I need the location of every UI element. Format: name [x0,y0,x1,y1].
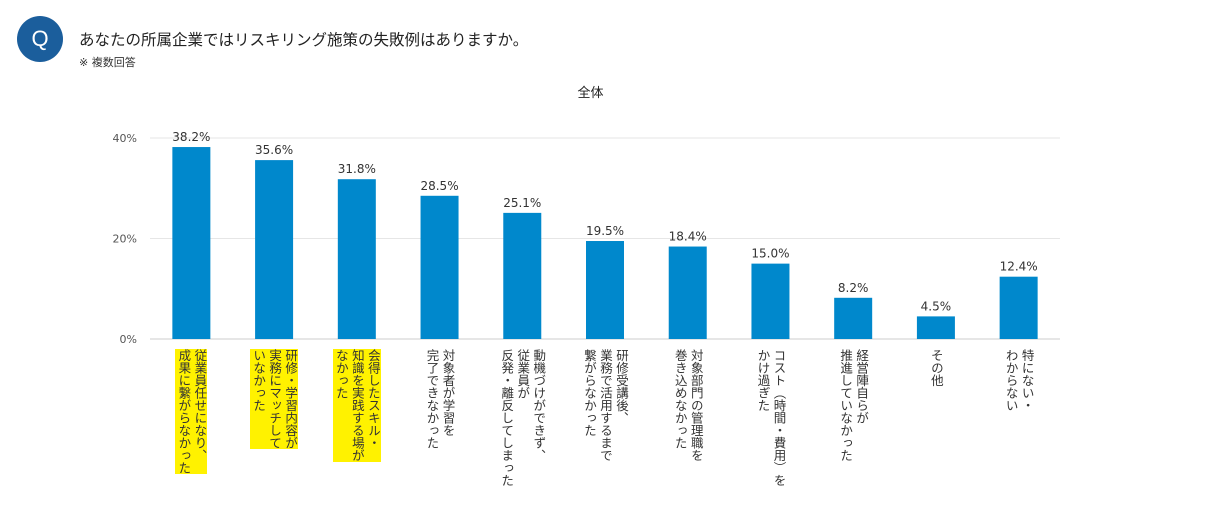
y-tick-label: 20% [113,233,137,246]
bar-6 [586,241,624,339]
value-label-1: 38.2% [172,130,210,144]
bar-7 [668,246,707,339]
category-label-line: 実務にマッチして [266,349,283,449]
category-label-2: 研修・学習内容が 実務にマッチして いなかった [250,349,299,449]
category-label-9: 経営陣自らが 推進していなかった [837,349,869,462]
bar-8 [751,263,790,339]
value-label-6: 19.5% [586,224,624,238]
category-label-line: 完了できなかった [424,349,440,449]
bar-4 [420,195,459,339]
category-label-line: 特にない・ [1019,349,1035,412]
category-label-line: 経営陣自らが [854,349,870,424]
bar-2 [255,160,294,339]
y-tick-label: 40% [113,132,137,145]
category-label-line: 繋がらなかった [582,349,597,437]
category-label-7: 対象部門の管理職を 巻き込めなかった [672,349,704,462]
bar-10 [916,316,955,339]
category-label-line: 動機づけができず、 [531,349,547,462]
category-label-line: 会得したスキル・ [364,349,381,462]
category-label-11: 特にない・ わからない [1003,349,1035,412]
category-label-3: 会得したスキル・ 知識を実践する場が なかった [332,349,381,462]
category-label-line: 知識を実践する場が [348,349,365,462]
category-label-line: その他 [928,349,944,387]
category-label-line: わからない [1003,349,1019,412]
category-label-line: 成果に繋がらなかった [175,349,192,474]
category-label-line: 反発・離反してしまった [499,349,515,487]
category-label-line: 対象部門の管理職を [688,349,704,462]
category-label-8: コスト（時間・費用）を かけ過ぎた [754,349,786,487]
bar-11 [999,276,1038,339]
category-label-line: 研修・学習内容が [282,349,299,449]
category-label-line: 従業員が [515,349,531,399]
value-label-8: 15.0% [751,247,789,261]
category-label-4: 対象者が学習を 完了できなかった [424,349,456,449]
category-label-line: 従業員任せになり、 [191,349,208,474]
category-label-line: 業務で活用するまで [598,349,613,462]
category-label-line: 研修受講後、 [614,349,629,424]
question-text: あなたの所属企業ではリスキリング施策の失敗例はありますか。 [79,31,529,49]
category-label-line: いなかった [250,349,267,449]
category-label-line: コスト（時間・費用）を [771,349,787,487]
category-label-line: 推進していなかった [838,349,854,462]
value-label-9: 8.2% [838,281,869,295]
multiple-answer-note: ※ 複数回答 [79,56,136,69]
category-label-line: なかった [332,349,349,462]
bar-5 [503,212,542,339]
value-label-3: 31.8% [338,162,376,176]
category-label-line: かけ過ぎた [755,349,771,412]
value-label-4: 28.5% [420,179,458,193]
question-badge: Q [17,16,63,62]
category-label-10: その他 [928,349,944,387]
category-label-line: 巻き込めなかった [672,349,688,449]
chart-title: 全体 [577,86,604,101]
category-label-6: 研修受講後、 業務で活用するまで 繋がらなかった [581,349,629,462]
category-label-5: 動機づけができず、 従業員が 反発・離反してしまった [498,349,546,487]
category-label-line: 対象者が学習を [440,349,456,437]
category-label-1: 従業員任せになり、 成果に繋がらなかった [175,349,208,474]
value-label-2: 35.6% [255,143,293,157]
bar-1 [172,147,211,339]
value-label-10: 4.5% [921,299,952,313]
bar-9 [834,297,873,339]
y-tick-label: 0% [120,333,137,346]
value-label-11: 12.4% [1000,260,1038,274]
value-label-5: 25.1% [503,196,541,210]
bar-3 [337,179,376,339]
value-label-7: 18.4% [669,230,707,244]
